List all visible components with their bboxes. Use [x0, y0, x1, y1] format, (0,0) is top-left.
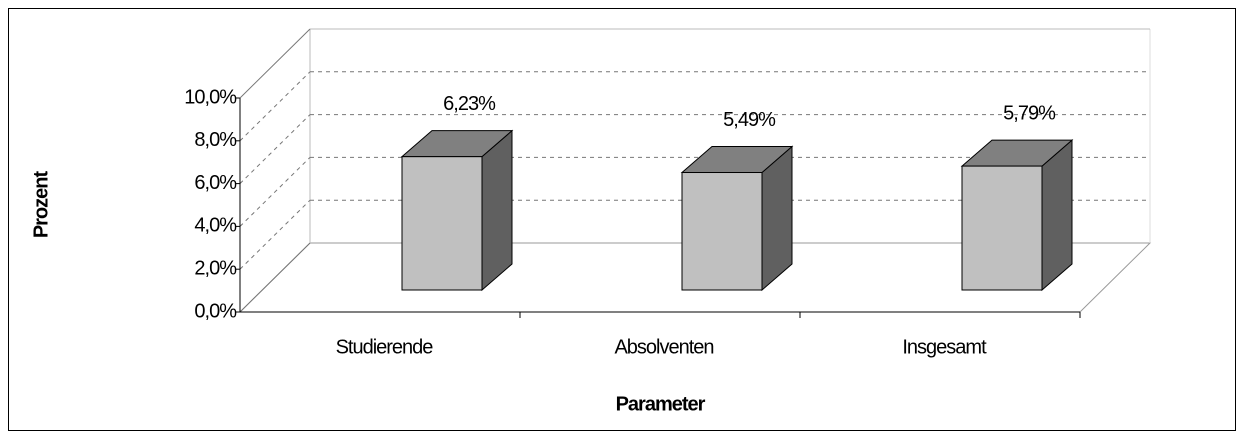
grid-line: [239, 157, 311, 227]
x-tick-label: Insgesamt: [902, 336, 987, 358]
bar: [961, 165, 1043, 291]
y-tick-label: 0,0%: [194, 300, 237, 322]
data-label: 5,49%: [723, 109, 776, 131]
y-tick-label: 8,0%: [194, 129, 237, 151]
y-tick-label: 4,0%: [194, 215, 237, 237]
data-label: 6,23%: [443, 93, 496, 115]
y-tick-label: 2,0%: [194, 257, 237, 279]
data-label: 5,79%: [1003, 102, 1056, 124]
grid-line: [239, 199, 311, 270]
y-tick-label: 6,0%: [194, 172, 237, 194]
grid-line: [239, 28, 311, 99]
grid-line: [239, 242, 311, 313]
grid-line: [239, 71, 311, 142]
x-tick-label: Studierende: [336, 336, 434, 358]
bar-side: [481, 129, 513, 292]
bar: [401, 156, 483, 291]
x-axis-label: Parameter: [616, 393, 706, 415]
bar: [681, 172, 763, 291]
y-tick-label: 10,0%: [184, 86, 237, 108]
grid-line: [239, 114, 311, 184]
x-tick-label: Absolventen: [614, 336, 713, 358]
y-axis-label: Prozent: [30, 170, 52, 238]
